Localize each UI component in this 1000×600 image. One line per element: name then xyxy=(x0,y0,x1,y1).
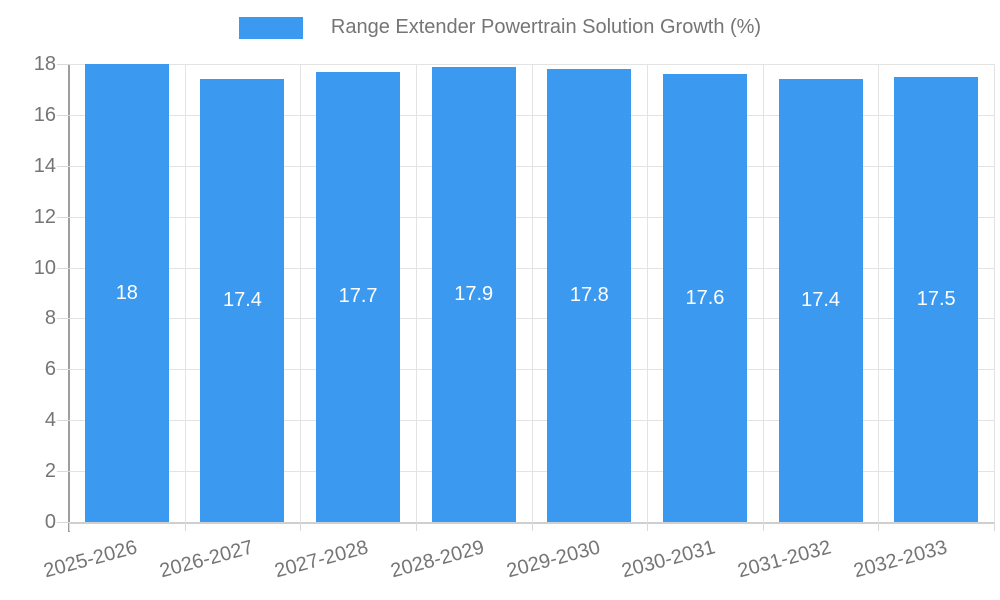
gridline-v xyxy=(878,64,880,522)
bar-value-label: 17.6 xyxy=(685,286,725,309)
y-tick-label: 4 xyxy=(44,409,56,432)
bar-value-label: 17.4 xyxy=(222,289,262,312)
legend: Range Extender Powertrain Solution Growt… xyxy=(0,16,1000,39)
x-tick xyxy=(69,522,70,531)
x-tick-label: 2032-2033 xyxy=(850,536,950,583)
x-tick-label: 2030-2031 xyxy=(619,536,718,583)
y-tick-label: 2 xyxy=(44,460,56,483)
x-tick xyxy=(994,522,995,531)
x-tick-label: 2028-2029 xyxy=(388,536,487,583)
bar: 17.5 xyxy=(894,76,979,522)
bar-value-label: 17.8 xyxy=(569,284,609,307)
bar: 17.4 xyxy=(200,79,285,522)
y-tick-label: 18 xyxy=(33,53,56,75)
x-tick-label: 2029-2030 xyxy=(504,536,603,583)
y-tick xyxy=(57,114,69,116)
y-tick-label: 6 xyxy=(44,358,56,381)
y-tick xyxy=(57,267,69,269)
gridline-v xyxy=(184,64,186,522)
legend-swatch-icon xyxy=(238,16,303,39)
bar: 17.9 xyxy=(431,66,516,522)
y-tick xyxy=(57,64,69,65)
y-tick xyxy=(57,318,69,320)
x-tick-label: 2031-2032 xyxy=(735,536,834,583)
x-tick xyxy=(878,522,880,531)
gridline-v xyxy=(300,64,302,522)
gridline-v xyxy=(531,64,533,522)
x-tick xyxy=(647,522,649,531)
y-tick-label: 8 xyxy=(44,307,56,330)
legend-label: Range Extender Powertrain Solution Growt… xyxy=(330,16,762,38)
bar-value-label: 17.7 xyxy=(338,285,378,308)
x-tick xyxy=(300,522,302,531)
x-tick xyxy=(415,522,417,531)
bar-value-label: 17.9 xyxy=(454,282,494,305)
x-tick-label: 2026-2027 xyxy=(157,536,256,583)
y-tick-label: 10 xyxy=(33,256,56,279)
y-tick xyxy=(57,165,69,167)
bar-value-label: 17.5 xyxy=(916,287,956,310)
gridline-v xyxy=(762,64,764,522)
bar: 17.6 xyxy=(662,74,747,522)
y-tick xyxy=(57,471,69,473)
bar: 18 xyxy=(84,64,169,522)
bar: 17.4 xyxy=(778,79,863,522)
bar-value-label: 17.4 xyxy=(801,289,841,312)
gridline-v xyxy=(415,64,417,522)
gridline-v xyxy=(647,64,649,522)
x-tick xyxy=(762,522,764,531)
y-tick-label: 14 xyxy=(33,154,56,177)
y-axis-line xyxy=(68,64,70,532)
y-tick xyxy=(57,420,69,422)
gridline-v xyxy=(994,64,995,522)
bar: 17.8 xyxy=(547,69,632,522)
y-tick-label: 0 xyxy=(44,511,56,533)
x-tick xyxy=(184,522,186,531)
bar-value-label: 18 xyxy=(115,281,138,304)
x-tick-label: 2027-2028 xyxy=(272,536,371,583)
bar: 17.7 xyxy=(316,71,401,522)
x-tick-label: 2025-2026 xyxy=(41,536,140,583)
y-tick-label: 16 xyxy=(33,103,56,126)
y-tick xyxy=(57,369,69,371)
x-tick xyxy=(531,522,533,531)
y-tick xyxy=(57,216,69,218)
y-tick-label: 12 xyxy=(33,205,56,228)
y-tick xyxy=(57,522,69,523)
